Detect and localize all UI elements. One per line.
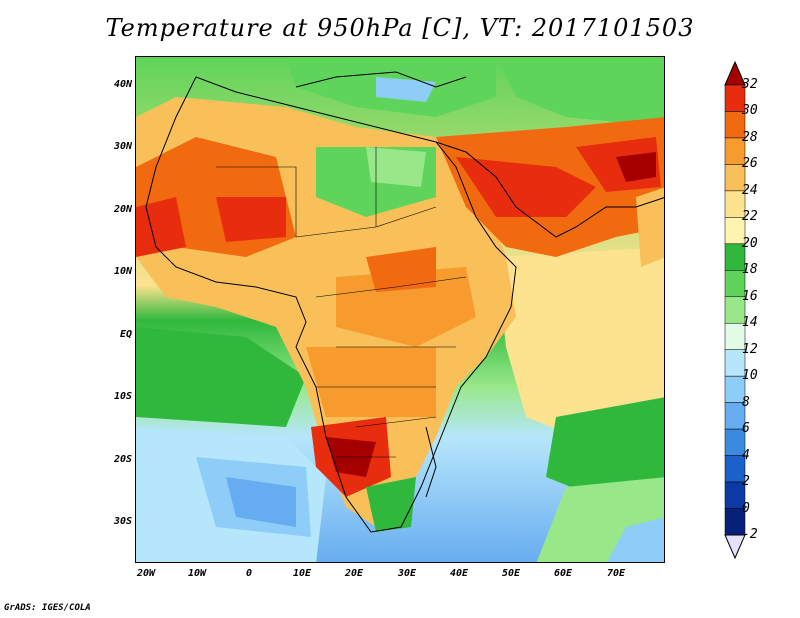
lat-tick-label: 30S (113, 516, 132, 527)
lon-tick-label: 10W (187, 568, 207, 579)
lon-tick-label: 20W (136, 568, 156, 579)
lon-tick-label: 0 (245, 568, 253, 579)
lat-tick-label: 10S (113, 391, 132, 402)
colorbar-tick-label: 26 (742, 156, 758, 172)
colorbar-tick-label: 6 (742, 421, 750, 437)
colorbar-tick-label: 14 (742, 315, 758, 331)
colorbar-tick-label: 28 (742, 129, 758, 145)
colorbar-tick-label: 24 (742, 182, 758, 198)
lat-tick-label: 20S (113, 454, 132, 465)
colorbar-tick-label: -2 (742, 527, 758, 542)
colorbar-tick-label: 30 (742, 103, 758, 119)
lon-tick-label: 30E (397, 568, 417, 579)
map-title: Temperature at 950hPa [C], VT: 201710150… (105, 14, 695, 42)
colorbar-tick-label: 4 (742, 447, 750, 463)
lon-tick-label: 20E (344, 568, 364, 579)
colorbar-tick-label: 20 (742, 235, 758, 251)
lon-tick-label: 60E (553, 568, 573, 579)
colorbar-tick-label: 16 (742, 288, 758, 304)
colorbar (724, 60, 746, 560)
lat-tick-label: 20N (113, 204, 132, 215)
borders (216, 147, 467, 458)
credit-text: GrADS: IGES/COLA (4, 603, 91, 613)
colorbar-tick-label: 8 (742, 394, 750, 410)
colorbar-tick-label: 18 (742, 262, 758, 278)
lat-tick-label: 40N (113, 79, 132, 90)
south-indian-band (546, 397, 664, 497)
lon-tick-label: 40E (449, 568, 469, 579)
colorbar-tick-label: 12 (742, 341, 758, 357)
indian-ocean-field (496, 247, 664, 437)
lat-tick-label: 10N (113, 266, 132, 277)
lon-tick-label: 50E (501, 568, 521, 579)
lat-tick-label: EQ (119, 329, 132, 340)
colorbar-tick-label: 0 (742, 500, 750, 516)
colorbar-tick-label: 2 (742, 474, 750, 490)
map-canvas (136, 57, 664, 562)
lon-tick-label: 70E (606, 568, 626, 579)
colorbar-tick-label: 32 (742, 77, 758, 92)
coastlines (145, 71, 664, 533)
colorbar-tick-label: 22 (742, 209, 758, 225)
temperature-map (135, 56, 665, 563)
lon-tick-label: 10E (292, 568, 312, 579)
colorbar-bottom-arrow (724, 534, 746, 560)
lat-tick-label: 30N (113, 141, 132, 152)
colorbar-tick-label: 10 (742, 368, 758, 384)
